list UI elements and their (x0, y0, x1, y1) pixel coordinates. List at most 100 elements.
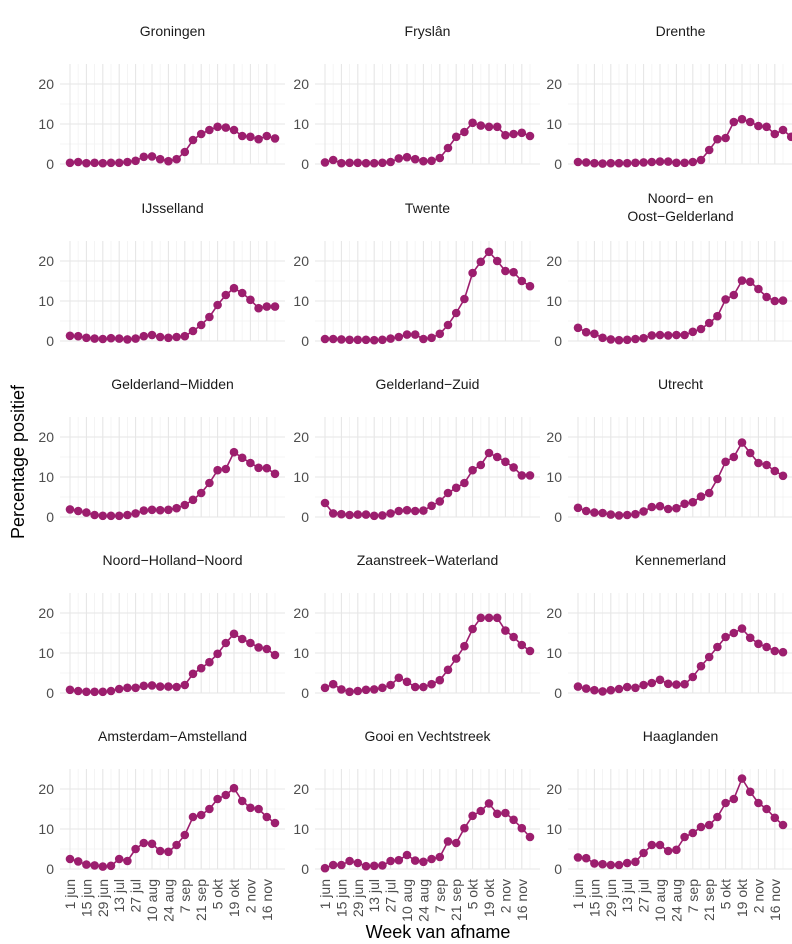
data-point (672, 330, 681, 340)
y-tick-label: 10 (293, 469, 309, 485)
data-point (180, 680, 190, 690)
data-point (786, 132, 792, 142)
series-line (69, 451, 276, 517)
data-point (246, 803, 255, 813)
data-point (378, 861, 387, 870)
data-point (476, 460, 486, 470)
x-tick-label: 7 sep (177, 879, 193, 913)
data-point (688, 157, 698, 167)
data-point (501, 626, 510, 635)
data-point (729, 794, 739, 804)
data-point (631, 683, 640, 693)
data-point (386, 157, 395, 167)
panel-title: Gelderland−Midden (111, 376, 234, 392)
data-point (361, 685, 371, 695)
panel-grid (60, 241, 285, 342)
data-point (590, 859, 599, 868)
panel-title: Amsterdam−Amstelland (98, 728, 247, 744)
data-point (172, 332, 181, 342)
data-point (721, 632, 730, 642)
x-tick-label: 2 nov (497, 879, 513, 913)
data-point (188, 135, 198, 145)
data-point (435, 497, 445, 506)
y-tick-label: 0 (46, 861, 54, 877)
data-point (590, 685, 599, 695)
data-point (237, 288, 247, 298)
data-point (361, 158, 371, 168)
data-point (188, 495, 198, 505)
data-point (614, 860, 624, 870)
data-point (98, 862, 108, 871)
data-point (509, 632, 518, 642)
data-point (509, 815, 518, 825)
data-point (622, 858, 632, 868)
panel-title: Oost−Gelderland (627, 208, 733, 224)
data-point (427, 679, 436, 689)
data-point (704, 488, 714, 498)
data-point (180, 331, 190, 341)
data-point (688, 497, 698, 507)
data-point (73, 157, 83, 167)
data-point (598, 159, 607, 168)
panel-title: Drenthe (656, 23, 706, 39)
data-point (614, 511, 624, 520)
data-point (427, 333, 436, 343)
data-point (468, 268, 477, 278)
data-point (680, 679, 689, 689)
data-point (451, 483, 461, 493)
data-point (196, 663, 206, 673)
data-point (639, 333, 648, 343)
data-point (606, 158, 616, 168)
data-point (745, 633, 755, 643)
data-point (501, 808, 510, 818)
data-point (155, 505, 165, 515)
data-point (704, 652, 714, 662)
data-point (82, 860, 91, 869)
data-point (492, 809, 502, 819)
data-point (492, 122, 502, 132)
data-point (262, 302, 272, 311)
data-point (369, 335, 379, 345)
panel-title: IJsselland (141, 200, 203, 216)
data-point (435, 153, 445, 163)
data-point (590, 329, 599, 339)
data-point (386, 856, 395, 866)
data-point (762, 292, 771, 302)
data-point (386, 509, 395, 518)
data-point (139, 681, 149, 691)
data-point (655, 330, 665, 340)
data-point (254, 134, 263, 144)
data-point (721, 798, 730, 808)
data-point (713, 134, 722, 144)
data-point (581, 684, 591, 693)
panel-title: Noord− en (648, 190, 714, 206)
panel-title: Groningen (140, 23, 205, 39)
data-point (737, 114, 747, 124)
y-tick-label: 0 (46, 156, 54, 172)
data-point (237, 796, 247, 806)
data-point (205, 125, 214, 135)
data-point (451, 308, 461, 318)
data-point (139, 331, 149, 341)
data-point (378, 335, 387, 345)
y-tick-label: 20 (293, 605, 309, 621)
data-point (729, 117, 739, 127)
data-point (573, 323, 583, 333)
data-point (345, 158, 354, 168)
data-point (663, 157, 673, 166)
data-point (655, 675, 665, 685)
data-point (631, 509, 640, 519)
data-point (205, 312, 214, 322)
facet-panel: 0 10 20 Amsterdam−Amstelland (38, 728, 285, 877)
panel-title: Haaglanden (643, 728, 719, 744)
panel-grid (315, 64, 540, 165)
data-point (345, 856, 354, 866)
y-tick-label: 0 (301, 685, 309, 701)
data-point (90, 861, 99, 870)
data-point (598, 333, 607, 343)
y-tick-label: 10 (546, 645, 562, 661)
data-point (246, 458, 255, 468)
x-tick-label: 10 aug (652, 879, 668, 922)
data-point (598, 859, 607, 869)
data-point (721, 457, 730, 467)
